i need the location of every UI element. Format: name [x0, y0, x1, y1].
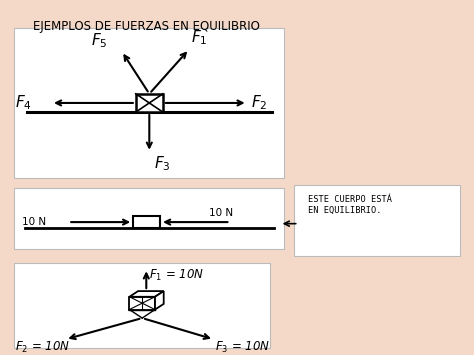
Text: ESTE CUERPO ESTÁ
EN EQUILIBRIO.: ESTE CUERPO ESTÁ EN EQUILIBRIO. [308, 195, 392, 215]
Text: $F_5$: $F_5$ [91, 31, 108, 50]
Text: $F_2$ = 10N: $F_2$ = 10N [15, 340, 70, 355]
Text: $F_1$ = 10N: $F_1$ = 10N [149, 268, 204, 284]
Text: $F_4$: $F_4$ [16, 94, 32, 112]
Bar [14, 263, 270, 348]
Text: $F_3$ = 10N: $F_3$ = 10N [215, 340, 270, 355]
Bar [294, 185, 460, 256]
Bar [14, 188, 284, 248]
Bar [14, 28, 284, 178]
Text: 10 N: 10 N [22, 217, 46, 227]
Text: $F_1$: $F_1$ [191, 28, 208, 47]
Polygon shape [155, 291, 164, 310]
Text: EJEMPLOS DE FUERZAS EN EQUILIBRIO: EJEMPLOS DE FUERZAS EN EQUILIBRIO [33, 20, 260, 33]
Bar [133, 216, 160, 228]
Polygon shape [129, 291, 164, 297]
Text: 10 N: 10 N [209, 208, 233, 218]
Text: $F_2$: $F_2$ [251, 94, 267, 112]
Bar [129, 297, 155, 310]
Text: $F_3$: $F_3$ [154, 155, 171, 174]
Bar [136, 94, 163, 112]
